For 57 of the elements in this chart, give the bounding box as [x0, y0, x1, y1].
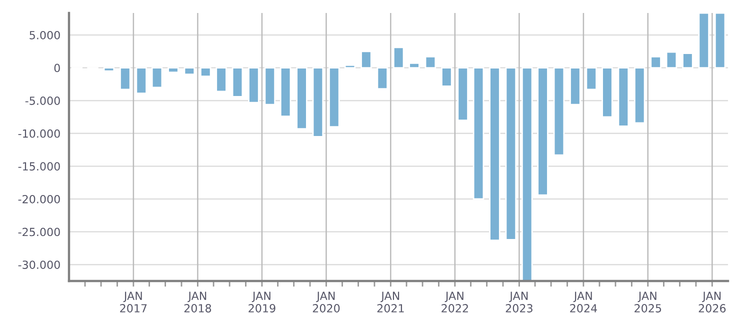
- bar: [232, 67, 244, 98]
- bar: [360, 50, 372, 68]
- x-tick-label: JAN 2020: [312, 292, 340, 312]
- bar: [328, 67, 340, 128]
- y-tick-label: -15.000: [18, 162, 60, 171]
- bar: [553, 67, 565, 156]
- bar: [618, 67, 630, 127]
- bar: [489, 67, 500, 242]
- bar: [280, 67, 292, 118]
- bar: [714, 13, 726, 68]
- bar: [666, 51, 678, 68]
- bar: [682, 52, 694, 68]
- bar: [216, 67, 227, 92]
- x-tick-label: JAN 2024: [570, 292, 597, 312]
- x-tick-label: JAN 2019: [248, 292, 276, 312]
- bar: [537, 67, 548, 196]
- bar: [505, 67, 517, 240]
- bar: [376, 67, 388, 90]
- bar: [650, 56, 662, 68]
- x-tick-label: JAN 2017: [120, 292, 147, 312]
- y-tick-label: -20.000: [18, 194, 60, 204]
- bar: [120, 67, 131, 90]
- x-tick-label: JAN 2026: [698, 292, 726, 312]
- bar: [457, 67, 468, 121]
- x-tick-label: JAN 2021: [377, 292, 404, 312]
- bar: [200, 67, 212, 78]
- bar: [151, 67, 163, 88]
- bar: [312, 67, 324, 138]
- y-tick-label: -30.000: [18, 260, 60, 269]
- bar: [698, 13, 710, 68]
- y-tick-label: -25.000: [18, 228, 60, 236]
- bar: [168, 67, 179, 74]
- bar: [586, 67, 597, 90]
- x-tick-label: JAN 2018: [184, 292, 212, 312]
- bar: [264, 67, 276, 106]
- bar: [392, 46, 404, 68]
- x-tick-label: JAN 2025: [634, 292, 662, 312]
- bar: [248, 67, 260, 104]
- bar: [472, 67, 484, 200]
- bar: [602, 67, 613, 118]
- bar: [634, 67, 646, 124]
- bar: [570, 67, 581, 106]
- bar: [344, 64, 356, 68]
- bar: [136, 67, 147, 94]
- bar: [184, 67, 196, 76]
- y-tick-label: 0: [54, 64, 60, 72]
- bar: [521, 67, 533, 281]
- x-tick-label: JAN 2022: [442, 292, 468, 312]
- bar: [103, 67, 115, 72]
- bar: [424, 56, 436, 68]
- y-tick-label: 5.000: [30, 30, 60, 40]
- y-tick-label: -5.000: [25, 96, 60, 105]
- bar: [296, 67, 308, 130]
- x-tick-label: JAN 2023: [506, 292, 532, 312]
- y-tick-label: -10.000: [18, 129, 60, 138]
- bar: [441, 67, 452, 87]
- bar: [408, 62, 420, 68]
